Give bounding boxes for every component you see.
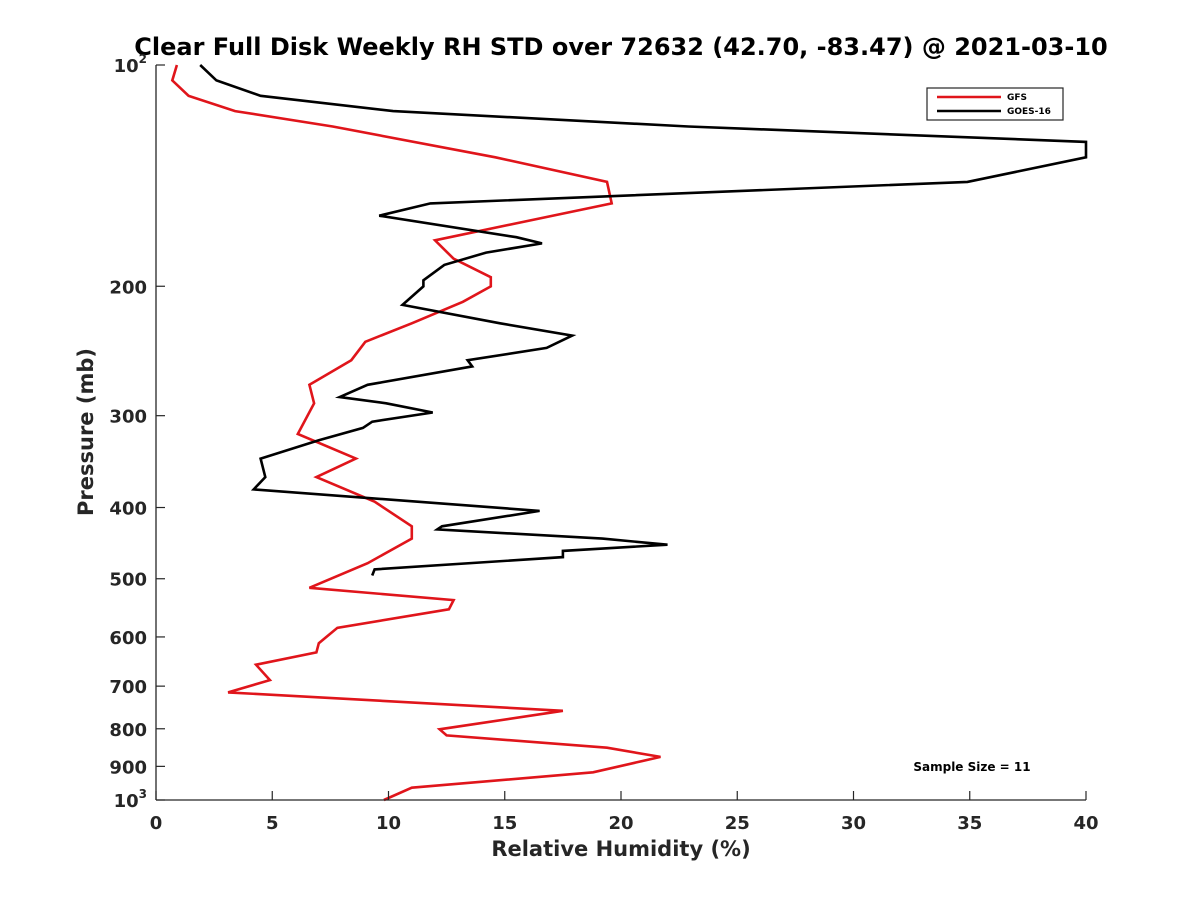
- y-tick-label: 800: [109, 720, 147, 741]
- series-layer: [170, 64, 1088, 802]
- x-axis-label: Relative Humidity (%): [491, 837, 750, 861]
- x-tick-label: 40: [1073, 813, 1098, 834]
- x-tick-label: 30: [841, 813, 866, 834]
- x-tick-label: 5: [266, 813, 279, 834]
- x-tick-label: 25: [725, 813, 750, 834]
- sample-size-annotation: Sample Size = 11: [913, 760, 1030, 774]
- x-tick-label: 0: [150, 813, 163, 834]
- y-tick-label: 300: [109, 407, 147, 428]
- legend-label: GOES-16: [1007, 107, 1051, 117]
- legend-label: GFS: [1007, 93, 1027, 103]
- x-tick-label: 20: [608, 813, 633, 834]
- y-axis-label: Pressure (mb): [74, 348, 98, 516]
- x-tick-label: 10: [376, 813, 401, 834]
- legend-box: [926, 87, 1064, 121]
- series-line-goes-16: [199, 64, 1088, 576]
- y-tick-label: 400: [109, 499, 147, 520]
- y-tick-label: 600: [109, 628, 147, 649]
- y-tick-label: 103: [114, 787, 147, 812]
- legend: GFS GOES-16: [926, 87, 1064, 121]
- series-line-gfs: [170, 64, 661, 802]
- x-tick-label: 35: [957, 813, 982, 834]
- y-tick-label: 200: [109, 277, 147, 298]
- axes-layer: 0 5 10 15 20 25 30 35 40 102 200 300 400 500 600 700 800…: [109, 52, 1098, 834]
- y-tick-label: 700: [109, 677, 147, 698]
- y-tick-label: 102: [114, 52, 147, 77]
- y-tick-label: 500: [109, 570, 147, 591]
- y-tick-label: 900: [109, 757, 147, 778]
- x-tick-label: 15: [492, 813, 517, 834]
- chart-title: Clear Full Disk Weekly RH STD over 72632…: [134, 33, 1107, 61]
